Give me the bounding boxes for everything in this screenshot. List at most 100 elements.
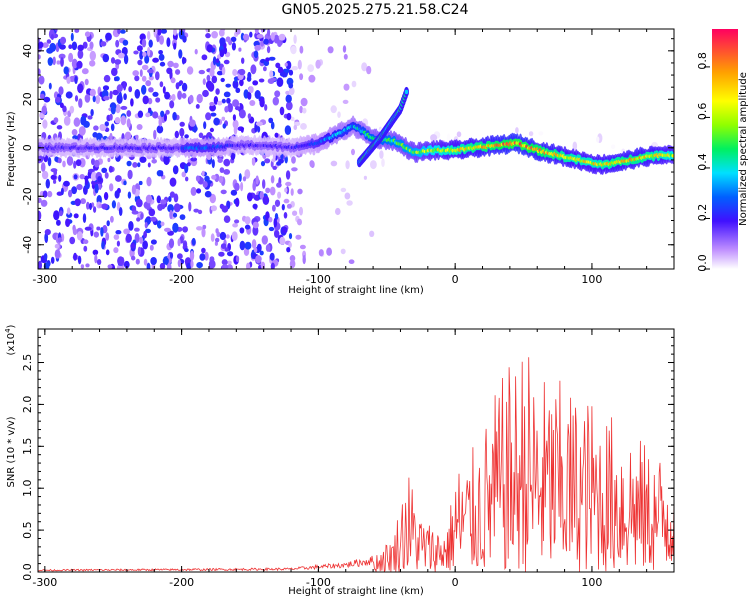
noise-blob — [94, 183, 99, 194]
noise-blob — [203, 121, 207, 130]
noise-blob — [131, 255, 136, 261]
x-tick-label: -200 — [169, 273, 194, 286]
noise-blob — [103, 74, 111, 83]
noise-blob — [144, 221, 148, 229]
noise-blob — [259, 191, 264, 200]
y-tick-label: 0.5 — [21, 521, 34, 539]
noise-blob — [78, 98, 83, 108]
noise-blob — [181, 171, 187, 178]
noise-blob — [215, 58, 220, 64]
noise-blob — [111, 200, 116, 209]
noise-blob — [234, 76, 238, 83]
noise-blob — [136, 45, 143, 52]
noise-blob — [234, 182, 240, 192]
noise-blob — [123, 93, 127, 101]
noise-blob — [223, 47, 228, 55]
noise-blob — [76, 184, 83, 191]
noise-blob — [219, 37, 226, 46]
noise-blob — [184, 163, 189, 174]
noise-blob — [318, 249, 324, 257]
noise-blob — [215, 88, 220, 95]
noise-blob — [209, 193, 216, 204]
noise-blob — [283, 212, 288, 219]
spectrogram-data — [38, 29, 674, 269]
noise-blob — [515, 127, 519, 134]
noise-blob — [248, 86, 254, 94]
noise-blob — [142, 240, 149, 250]
noise-blob — [346, 200, 353, 206]
noise-blob — [238, 173, 242, 182]
noise-blob — [343, 53, 348, 60]
noise-blob — [256, 34, 264, 39]
noise-blob — [181, 56, 186, 65]
noise-blob — [93, 125, 99, 131]
noise-blob — [281, 204, 285, 211]
noise-blob — [270, 32, 275, 41]
noise-blob — [282, 226, 288, 234]
colorbar-label: Normalized spectral amplitude — [738, 72, 749, 226]
noise-blob — [219, 49, 225, 58]
y-tick-label: 1.5 — [21, 438, 34, 456]
noise-blob — [143, 230, 148, 239]
noise-blob — [57, 157, 62, 164]
noise-blob — [259, 250, 264, 256]
noise-blob — [38, 54, 41, 60]
noise-blob — [185, 176, 189, 182]
noise-blob — [290, 46, 297, 55]
noise-blob — [340, 248, 346, 255]
noise-blob — [113, 247, 119, 254]
noise-blob — [189, 250, 195, 261]
noise-blob — [265, 187, 271, 194]
noise-blob — [528, 131, 534, 137]
noise-blob — [253, 50, 259, 59]
noise-blob — [342, 99, 349, 104]
noise-blob — [156, 195, 161, 204]
noise-blob — [177, 259, 182, 268]
noise-blob — [123, 228, 130, 235]
noise-blob — [189, 94, 194, 104]
noise-blob — [221, 29, 226, 32]
noise-blob — [100, 227, 104, 237]
noise-blob — [148, 107, 152, 112]
noise-blob — [142, 95, 149, 105]
noise-blob — [41, 105, 47, 115]
noise-blob — [446, 133, 451, 143]
noise-blob — [204, 175, 210, 183]
noise-blob — [91, 158, 95, 166]
snr-data — [38, 357, 674, 572]
noise-blob — [169, 70, 173, 80]
noise-blob — [104, 121, 110, 127]
noise-blob — [152, 57, 160, 63]
noise-blob — [290, 188, 294, 196]
noise-blob — [125, 233, 132, 243]
noise-blob — [89, 202, 92, 211]
noise-blob — [302, 254, 306, 265]
noise-blob — [177, 253, 183, 260]
noise-blob — [285, 60, 292, 70]
noise-blob — [92, 249, 99, 256]
noise-blob — [273, 217, 278, 228]
noise-blob — [198, 132, 204, 139]
noise-blob — [93, 206, 97, 213]
noise-blob — [160, 29, 167, 34]
noise-blob — [109, 183, 114, 192]
noise-blob — [84, 31, 91, 37]
spectrogram-ylabel: Frequency (Hz) — [6, 111, 17, 187]
noise-blob — [63, 180, 70, 187]
colorbar-tick-label: 0.4 — [696, 153, 709, 171]
noise-blob — [335, 207, 341, 216]
noise-blob — [235, 255, 240, 262]
noise-blob — [173, 62, 179, 69]
noise-blob — [45, 96, 49, 103]
noise-blob — [70, 32, 74, 42]
noise-blob — [74, 29, 80, 33]
noise-blob — [50, 174, 57, 180]
noise-blob — [110, 215, 114, 223]
noise-blob — [123, 54, 129, 65]
noise-blob — [246, 262, 251, 269]
noise-blob — [279, 106, 285, 116]
noise-blob — [137, 59, 143, 66]
noise-blob — [147, 162, 151, 168]
colorbar-gradient — [712, 29, 738, 269]
